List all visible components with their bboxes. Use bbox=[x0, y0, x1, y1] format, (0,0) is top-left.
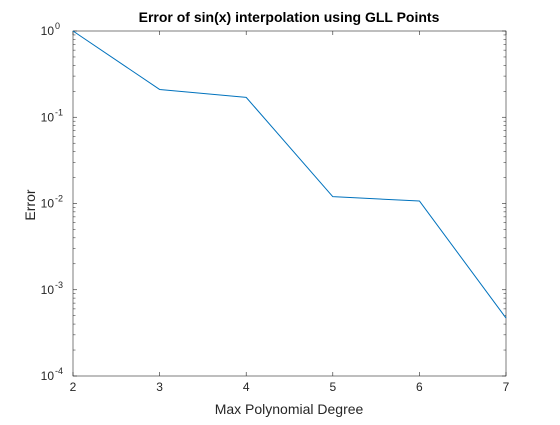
y-tick-label: 10 bbox=[41, 24, 55, 38]
y-tick-label: 10 bbox=[41, 197, 55, 211]
x-tick-label: 7 bbox=[503, 380, 510, 394]
x-tick-label: 4 bbox=[243, 380, 250, 394]
y-tick-label: 10 bbox=[41, 110, 55, 124]
y-tick-exponent: 0 bbox=[55, 21, 60, 31]
chart-title: Error of sin(x) interpolation using GLL … bbox=[139, 9, 440, 25]
y-tick-exponent: -3 bbox=[55, 280, 63, 290]
x-tick-label: 2 bbox=[70, 380, 77, 394]
plot-box bbox=[73, 31, 506, 376]
x-tick-label: 3 bbox=[156, 380, 163, 394]
y-tick-exponent: -2 bbox=[55, 194, 63, 204]
y-tick-label: 10 bbox=[41, 369, 55, 383]
x-tick-label: 5 bbox=[329, 380, 336, 394]
x-axis-label: Max Polynomial Degree bbox=[215, 401, 364, 417]
y-axis-label: Error bbox=[22, 189, 38, 220]
y-tick-label: 10 bbox=[41, 283, 55, 297]
y-tick-exponent: -1 bbox=[55, 107, 63, 117]
x-tick-label: 6 bbox=[416, 380, 423, 394]
y-tick-exponent: -4 bbox=[55, 366, 63, 376]
